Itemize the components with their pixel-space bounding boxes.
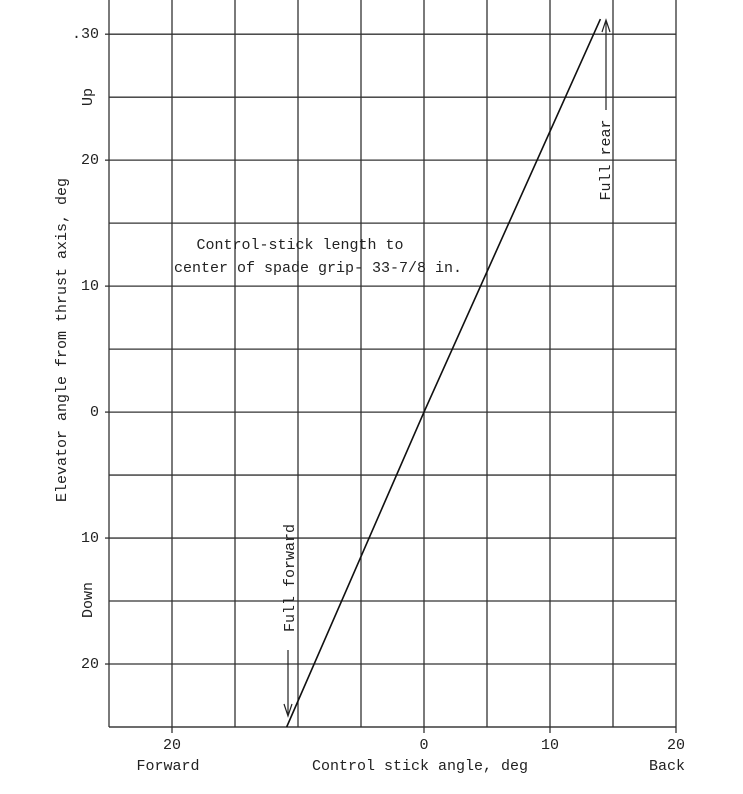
x-tick-label: 10 [541,737,559,754]
data-line [285,18,602,728]
annotation: Control-stick length to [196,237,403,254]
y-side-label: Down [80,582,97,618]
y-side-label: Up [80,88,97,106]
x-tick-label: 0 [419,737,428,754]
y-axis-title: Elevator angle from thrust axis, deg [54,178,71,502]
annotation: Full rear [598,119,615,200]
annotation: Full forward [282,524,299,632]
x-side-label: Forward [136,758,199,775]
y-tick-label: 0 [90,404,99,421]
y-tick-label: 10 [81,278,99,295]
y-tick-label: 20 [81,656,99,673]
x-axis-title: Control stick angle, deg [312,758,528,775]
arrow [283,18,611,718]
y-tick-label: .30 [72,26,99,43]
annotation: center of spade grip- 33-7/8 in. [174,260,462,277]
x-side-label: Back [649,758,685,775]
x-tick-label: 20 [163,737,181,754]
x-tick-label: 20 [667,737,685,754]
y-tick-label: 20 [81,152,99,169]
y-tick-label: 10 [81,530,99,547]
